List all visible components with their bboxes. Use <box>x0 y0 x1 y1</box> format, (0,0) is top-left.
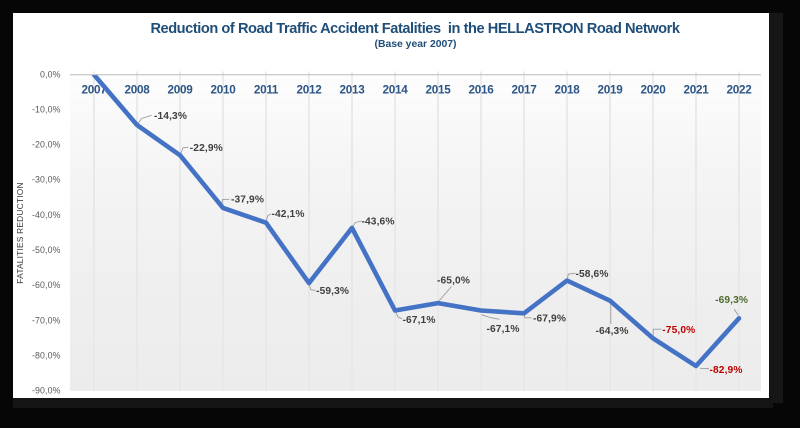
svg-text:-50,0%: -50,0% <box>32 245 61 255</box>
svg-text:-70,0%: -70,0% <box>32 315 61 325</box>
svg-text:Reduction of Road Traffic Acci: Reduction of Road Traffic Accident Fatal… <box>150 21 680 37</box>
svg-text:-67,9%: -67,9% <box>533 313 566 324</box>
svg-text:-22,9%: -22,9% <box>190 143 223 154</box>
svg-text:2022: 2022 <box>726 84 752 97</box>
svg-text:-90,0%: -90,0% <box>32 386 61 396</box>
svg-text:2013: 2013 <box>339 84 365 97</box>
svg-text:-65,0%: -65,0% <box>437 275 470 286</box>
svg-text:2020: 2020 <box>640 84 666 97</box>
svg-text:-20,0%: -20,0% <box>32 140 61 150</box>
svg-text:-75,0%: -75,0% <box>662 325 695 336</box>
svg-text:-43,6%: -43,6% <box>362 216 395 227</box>
svg-text:-82,9%: -82,9% <box>710 365 743 376</box>
svg-text:-60,0%: -60,0% <box>32 280 61 290</box>
svg-text:-10,0%: -10,0% <box>32 104 61 114</box>
svg-text:-64,3%: -64,3% <box>596 326 629 337</box>
svg-text:2017: 2017 <box>511 84 536 97</box>
svg-text:-14,3%: -14,3% <box>154 111 187 122</box>
svg-text:2012: 2012 <box>296 84 322 97</box>
svg-text:-67,1%: -67,1% <box>487 324 520 335</box>
svg-text:2010: 2010 <box>210 84 236 97</box>
svg-text:2009: 2009 <box>167 84 193 97</box>
svg-text:FATALITIES REDUCTION: FATALITIES REDUCTION <box>15 182 25 283</box>
svg-text:-37,9%: -37,9% <box>231 194 264 205</box>
svg-text:-42,1%: -42,1% <box>272 209 305 220</box>
svg-text:0,0%: 0,0% <box>40 69 61 79</box>
svg-text:-80,0%: -80,0% <box>32 351 61 361</box>
svg-text:2018: 2018 <box>554 84 580 97</box>
svg-text:2011: 2011 <box>254 84 279 97</box>
svg-text:-40,0%: -40,0% <box>32 210 61 220</box>
svg-text:2008: 2008 <box>124 84 150 97</box>
svg-text:2016: 2016 <box>468 84 494 97</box>
svg-text:-59,3%: -59,3% <box>316 286 349 297</box>
svg-text:-30,0%: -30,0% <box>32 175 61 185</box>
svg-text:2021: 2021 <box>683 84 709 97</box>
svg-text:2019: 2019 <box>597 84 623 97</box>
svg-text:2015: 2015 <box>425 84 451 97</box>
svg-text:2007: 2007 <box>81 84 106 97</box>
svg-text:(Base year 2007): (Base year 2007) <box>374 39 456 50</box>
svg-text:2014: 2014 <box>382 84 408 97</box>
svg-text:-69,3%: -69,3% <box>715 295 748 306</box>
svg-text:-58,6%: -58,6% <box>576 269 609 280</box>
svg-text:-67,1%: -67,1% <box>403 315 436 326</box>
